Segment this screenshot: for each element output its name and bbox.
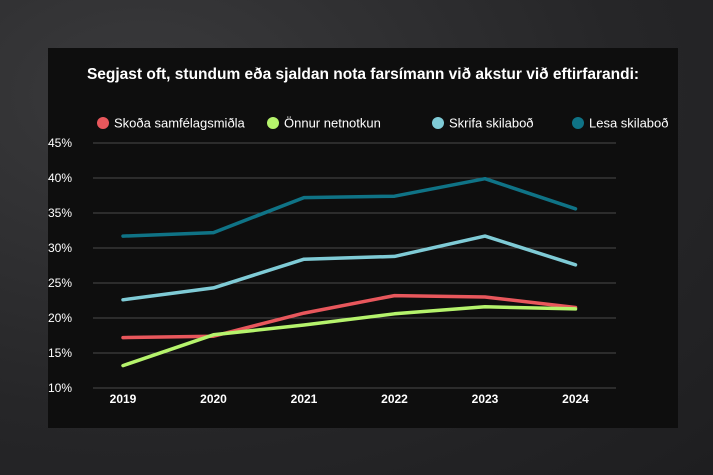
legend-label: Skrifa skilaboð	[449, 116, 534, 131]
legend-marker	[432, 117, 444, 129]
legend-label: Lesa skilaboð	[589, 116, 669, 131]
y-tick-label: 35%	[48, 206, 72, 220]
line-chart: 45% 40% 35% 30% 25% 20% 15% 10% 2019 2020 2021 2022…	[48, 116, 669, 407]
legend-label: Skoða samfélagsmiðla	[114, 116, 246, 131]
x-tick-label: 2019	[110, 392, 137, 406]
legend-label: Önnur netnotkun	[284, 116, 381, 131]
y-tick-label: 45%	[48, 136, 72, 150]
y-tick-label: 15%	[48, 346, 72, 360]
series-line	[121, 305, 578, 368]
x-tick-label: 2021	[291, 392, 318, 406]
series-line	[121, 293, 578, 340]
y-tick-label: 10%	[48, 381, 72, 395]
y-tick-label: 30%	[48, 241, 72, 255]
chart-panel: Segjast oft, stundum eða sjaldan nota fa…	[48, 48, 678, 428]
series-line	[121, 234, 578, 302]
y-tick-label: 40%	[48, 171, 72, 185]
x-tick-label: 2023	[472, 392, 499, 406]
chart-title: Segjast oft, stundum eða sjaldan nota fa…	[86, 66, 640, 83]
x-tick-label: 2022	[381, 392, 408, 406]
x-tick-label: 2020	[200, 392, 227, 406]
y-tick-label: 20%	[48, 311, 72, 325]
x-tick-label: 2024	[562, 392, 589, 406]
legend-marker	[97, 117, 109, 129]
legend-marker	[572, 117, 584, 129]
legend-marker	[267, 117, 279, 129]
y-tick-label: 25%	[48, 276, 72, 290]
series-line	[121, 176, 578, 238]
